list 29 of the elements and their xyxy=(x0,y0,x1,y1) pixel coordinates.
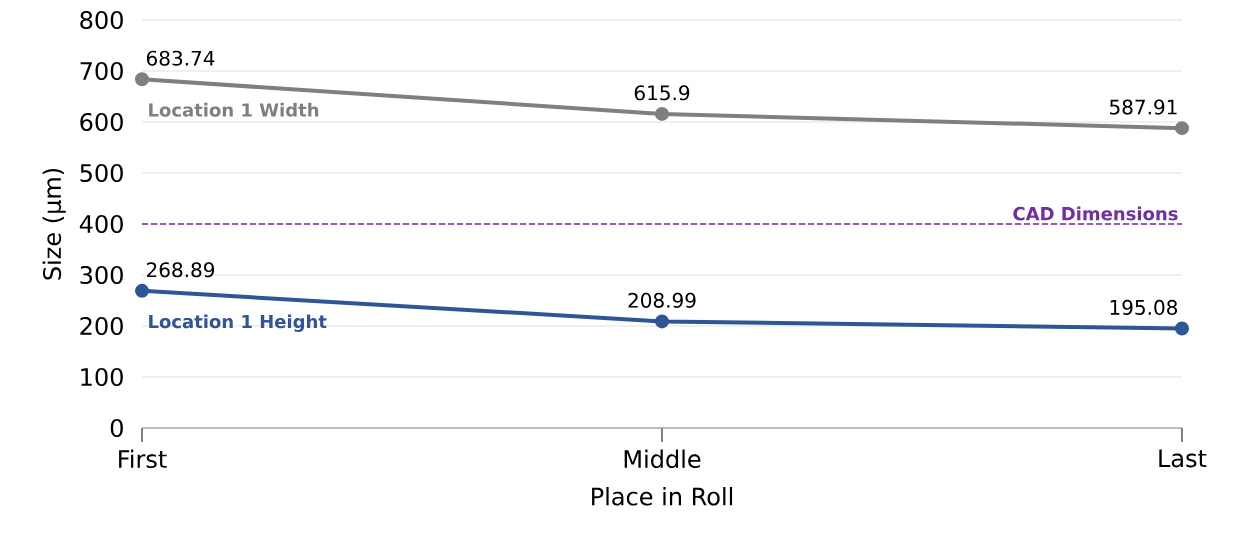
data-label: 195.08 xyxy=(1110,299,1178,315)
y-tick-label: 0 xyxy=(110,418,123,438)
data-label: 587.91 xyxy=(1110,99,1177,115)
data-label: 615.9 xyxy=(634,85,690,101)
ref-line-label: CAD Dimensions xyxy=(1013,206,1178,221)
point xyxy=(1174,321,1189,336)
point xyxy=(655,314,669,329)
series-label: Location 1 Height xyxy=(149,314,327,332)
data-label: 268.89 xyxy=(146,262,215,278)
x-tick-label: Last xyxy=(1159,449,1207,468)
point xyxy=(135,72,149,87)
x-tick-label: First xyxy=(119,449,167,469)
series-label: Location 1 Width xyxy=(149,102,319,117)
x-tick-label: Middle xyxy=(624,449,701,469)
y-axis-title: Size (µm) xyxy=(42,168,66,280)
y-tick-label: 100 xyxy=(81,367,123,387)
data-label: 208.99 xyxy=(628,292,696,308)
y-tick-label: 600 xyxy=(80,112,123,132)
x-axis-title: Place in Roll xyxy=(592,486,733,506)
y-tick-label: 500 xyxy=(80,163,123,183)
point xyxy=(1174,121,1189,136)
y-tick-label: 400 xyxy=(79,214,123,234)
point xyxy=(655,106,669,121)
y-tick-label: 200 xyxy=(80,316,123,336)
y-tick-label: 300 xyxy=(80,265,123,285)
y-tick-label: 800 xyxy=(80,10,123,30)
y-tick-label: 700 xyxy=(80,61,123,81)
data-label: 683.74 xyxy=(146,50,215,66)
point xyxy=(135,283,149,298)
